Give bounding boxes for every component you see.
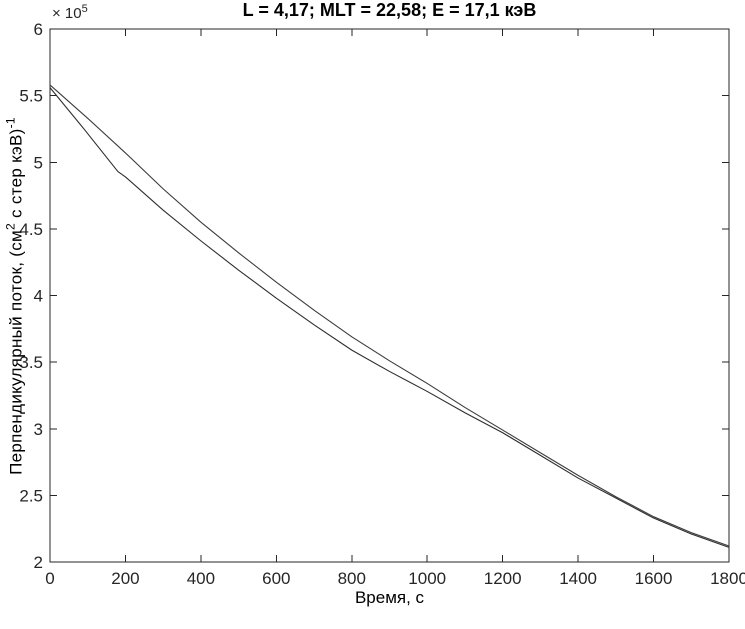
x-tick-label: 600: [262, 569, 290, 588]
y-tick-label: 6: [34, 20, 43, 39]
axes-box: [49, 28, 730, 563]
y-label-text: Перпендикулярный поток, (см: [6, 229, 26, 475]
x-tick-label: 400: [187, 569, 215, 588]
y-tick-label: 2.5: [19, 486, 43, 505]
y-axis-offset-label: × 105: [52, 3, 88, 22]
y-tick-label: 5.5: [19, 87, 43, 106]
x-tick-label: 1600: [635, 569, 673, 588]
x-tick-label: 200: [111, 569, 139, 588]
y-tick-label: 4: [34, 287, 43, 306]
y-tick-label: 4.5: [19, 220, 43, 239]
x-tick-label: 0: [45, 569, 54, 588]
y-label-text-2: с стер кэВ): [6, 128, 26, 223]
x-tick-label: 1200: [484, 569, 522, 588]
x-axis-label: Время, с: [354, 588, 425, 607]
offset-exponent: 5: [81, 3, 88, 15]
upper-smooth-curve-line: [49, 84, 730, 547]
chart-title: L = 4,17; MLT = 22,58; E = 17,1 кэВ: [242, 0, 537, 20]
x-tick-label: 1400: [559, 569, 597, 588]
lower-kinked-curve-line: [49, 87, 730, 548]
y-tick-label: 3: [34, 420, 43, 439]
x-tick-label: 1000: [408, 569, 446, 588]
y-label-sup-2: 2: [3, 222, 18, 230]
y-tick-label: 3.5: [19, 353, 43, 372]
x-tick-label: 800: [338, 569, 366, 588]
offset-base: × 10: [52, 5, 82, 22]
y-tick-label: 2: [34, 553, 43, 572]
y-label-sup-minus1: -1: [3, 117, 18, 129]
x-tick-label: 1800: [710, 569, 745, 588]
y-axis-label: Перпендикулярный поток, (см2 с стер кэВ)…: [4, 117, 27, 475]
y-tick-label: 5: [34, 153, 43, 172]
